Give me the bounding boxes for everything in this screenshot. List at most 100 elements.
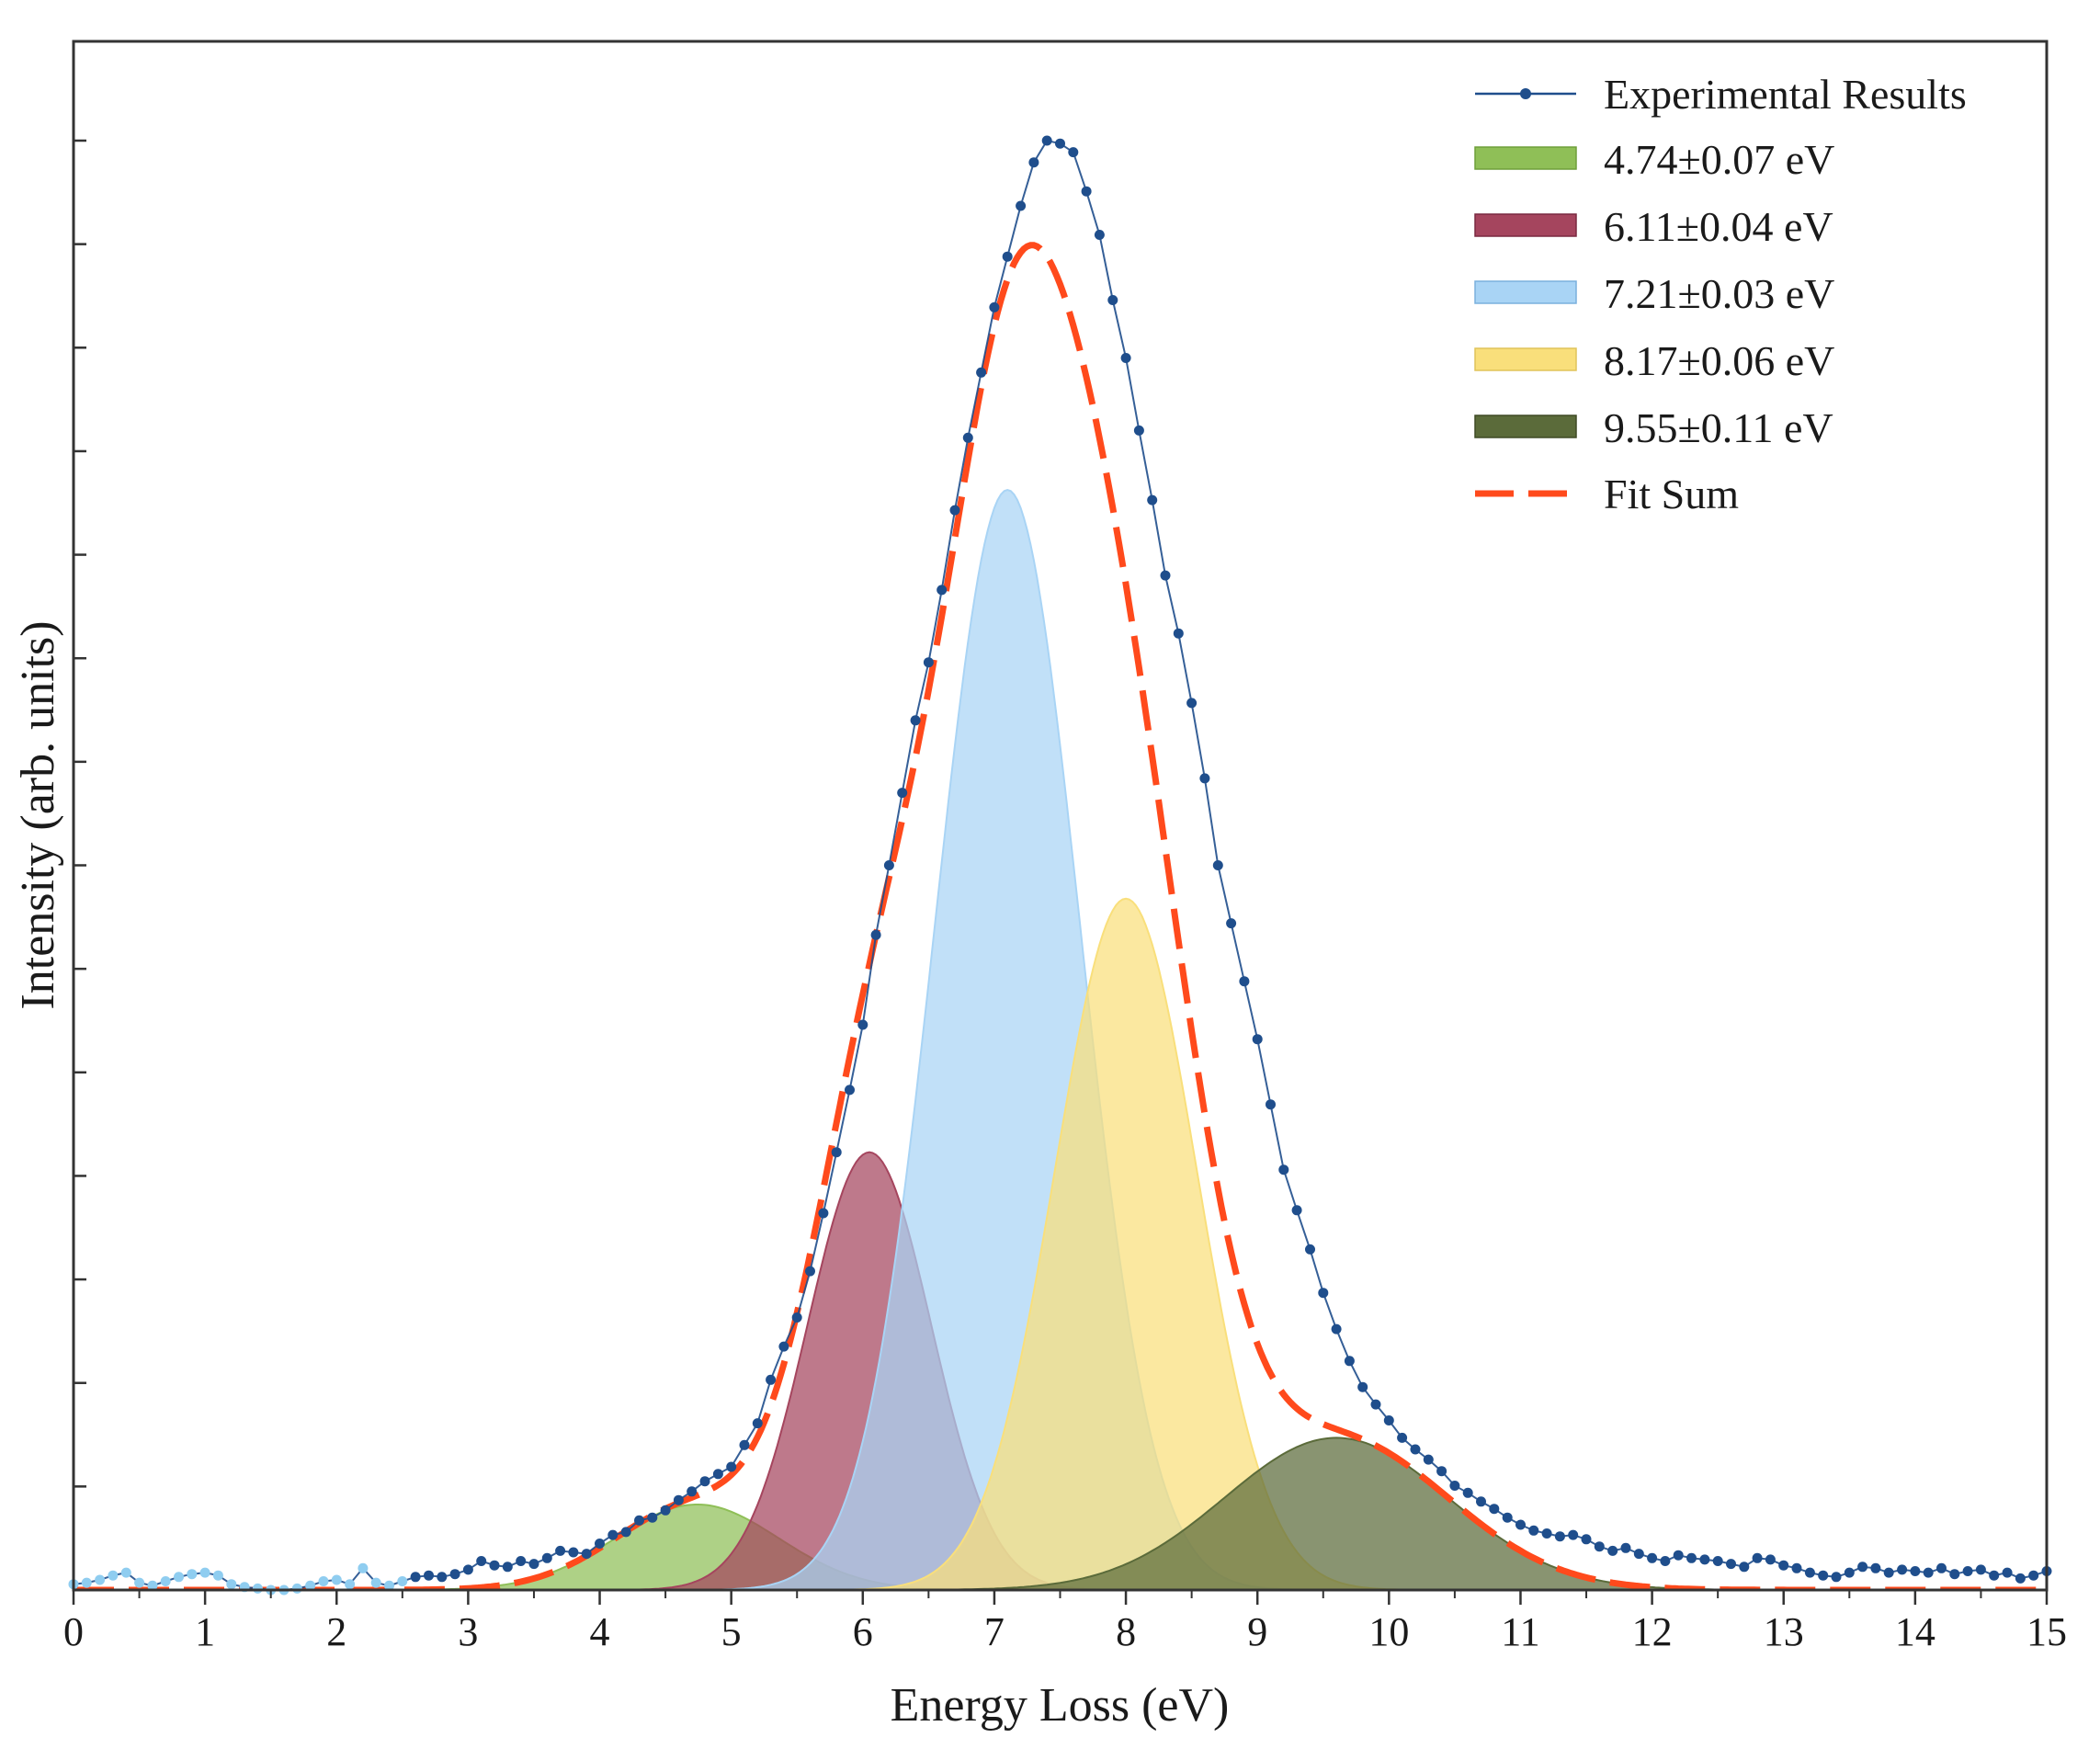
legend-label-component-3: 8.17±0.06 eV	[1604, 337, 1834, 384]
experimental-point	[120, 1567, 131, 1578]
experimental-point	[845, 1085, 855, 1096]
experimental-point	[1186, 698, 1198, 709]
experimental-point	[1897, 1564, 1908, 1575]
experimental-point	[134, 1577, 145, 1588]
experimental-point	[370, 1577, 381, 1588]
experimental-point	[1949, 1569, 1960, 1580]
x-tick-label: 3	[458, 1609, 478, 1654]
experimental-point	[1870, 1562, 1881, 1573]
experimental-point	[831, 1147, 842, 1158]
experimental-point	[1305, 1244, 1315, 1255]
experimental-point	[897, 788, 908, 799]
experimental-point	[1016, 200, 1027, 211]
experimental-point	[1291, 1205, 1302, 1216]
experimental-point	[910, 715, 921, 726]
experimental-point	[962, 432, 973, 443]
experimental-point	[424, 1570, 434, 1581]
experimental-point	[1699, 1554, 1710, 1565]
experimental-point	[1541, 1528, 1552, 1539]
fit-sum-layer	[74, 242, 2047, 1590]
experimental-point	[331, 1574, 342, 1585]
legend-item-fit-sum: Fit Sum	[1475, 471, 1739, 517]
experimental-point	[1647, 1552, 1658, 1563]
legend-item-component-3: 8.17±0.06 eV	[1474, 337, 1834, 384]
experimental-point	[199, 1567, 210, 1578]
experimental-point	[687, 1486, 698, 1497]
experimental-point	[160, 1576, 171, 1586]
experimental-point	[1239, 976, 1250, 987]
experimental-point	[1975, 1564, 1986, 1575]
experimental-point	[318, 1576, 329, 1586]
experimental-point	[581, 1549, 592, 1560]
experimental-point	[226, 1579, 237, 1590]
x-tick-label: 14	[1895, 1609, 1935, 1654]
experimental-point	[358, 1562, 369, 1573]
experimental-point	[1883, 1567, 1894, 1578]
experimental-point	[1397, 1432, 1408, 1443]
experimental-point	[923, 657, 934, 668]
experimental-point	[1028, 157, 1039, 168]
x-tick-label: 9	[1247, 1609, 1267, 1654]
experimental-point	[1620, 1542, 1631, 1553]
experimental-point	[305, 1580, 316, 1591]
experimental-point	[1831, 1572, 1842, 1583]
experimental-point	[1160, 570, 1171, 581]
legend-experimental-marker	[1520, 88, 1531, 99]
experimental-point	[476, 1556, 487, 1566]
experimental-point	[936, 585, 948, 596]
experimental-point	[410, 1572, 421, 1583]
x-tick-label: 0	[63, 1609, 84, 1654]
experimental-point	[1370, 1399, 1381, 1410]
x-axis-ticks: 0 1 2 3 4 5 6 7 8 9 10 11 12 13 14 15	[63, 1590, 2067, 1654]
experimental-point	[1633, 1549, 1644, 1560]
experimental-point	[187, 1569, 198, 1580]
legend-item-component-4: 9.55±0.11 eV	[1474, 404, 1833, 451]
experimental-point	[147, 1580, 158, 1591]
experimental-point	[1252, 1034, 1263, 1045]
experimental-point	[1936, 1562, 1947, 1573]
experimental-point	[620, 1527, 631, 1538]
experimental-point	[699, 1476, 710, 1487]
experimental-point	[449, 1569, 460, 1580]
x-tick-label: 12	[1632, 1609, 1673, 1654]
x-tick-label: 11	[1501, 1609, 1539, 1654]
legend-swatch-component-2	[1474, 280, 1577, 304]
experimental-point	[1528, 1525, 1539, 1536]
experimental-point	[1344, 1356, 1355, 1367]
experimental-point	[1041, 135, 1052, 146]
experimental-point	[778, 1341, 789, 1352]
experimental-point	[1660, 1556, 1671, 1566]
experimental-point	[1357, 1381, 1368, 1392]
x-tick-label: 7	[984, 1609, 1005, 1654]
experimental-point	[174, 1572, 184, 1583]
experimental-point	[1594, 1541, 1605, 1552]
experimental-point	[1107, 295, 1118, 305]
experimental-point	[1739, 1562, 1750, 1573]
experimental-point	[712, 1469, 723, 1480]
experimental-point	[1423, 1454, 1434, 1465]
experimental-point	[949, 505, 960, 516]
experimental-point	[595, 1539, 605, 1549]
x-tick-label: 1	[195, 1609, 215, 1654]
experimental-point	[1791, 1562, 1802, 1573]
experimental-point	[2015, 1573, 2026, 1584]
experimental-point	[1383, 1415, 1394, 1425]
experimental-point	[1857, 1562, 1868, 1573]
experimental-point	[1449, 1481, 1460, 1491]
experimental-point	[1804, 1567, 1815, 1578]
x-tick-label: 6	[853, 1609, 873, 1654]
experimental-point	[1120, 353, 1131, 363]
experimental-point	[516, 1556, 527, 1566]
experimental-point	[1318, 1288, 1329, 1299]
legend-item-component-2: 7.21±0.03 eV	[1474, 270, 1834, 317]
experimental-point	[673, 1494, 684, 1505]
x-tick-label: 4	[590, 1609, 610, 1654]
experimental-point	[739, 1439, 750, 1450]
experimental-point	[1199, 773, 1210, 784]
experimental-point	[1673, 1550, 1684, 1561]
legend-label-fit-sum: Fit Sum	[1604, 471, 1739, 517]
experimental-point	[818, 1208, 829, 1219]
experimental-point	[95, 1574, 106, 1585]
legend-label-component-0: 4.74±0.07 eV	[1604, 136, 1834, 183]
